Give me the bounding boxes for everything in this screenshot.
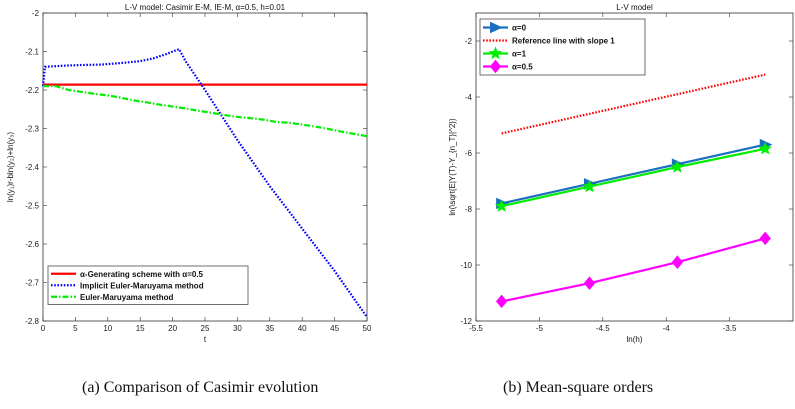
y-tick-label: -2 — [465, 37, 473, 46]
x-tick-label: -4.5 — [596, 324, 610, 333]
y-tick-label: -2.1 — [25, 48, 39, 57]
legend-marker — [490, 21, 503, 34]
x-tick-label: 40 — [298, 324, 307, 333]
legend-marker — [489, 59, 502, 74]
x-tick-label: 35 — [265, 324, 274, 333]
x-tick-label: 25 — [201, 324, 210, 333]
data-point-3 — [671, 255, 684, 269]
y-tick-label: -2.6 — [25, 240, 39, 249]
legend-marker — [488, 46, 503, 60]
x-tick-label: 30 — [233, 324, 242, 333]
data-point-2 — [582, 179, 597, 193]
data-point-3 — [583, 276, 596, 290]
data-point-3 — [495, 294, 508, 309]
y-tick-label: -4 — [465, 93, 473, 102]
x-tick-label: -5 — [536, 324, 544, 333]
y-tick-label: -2.7 — [25, 279, 39, 288]
y-axis-label: ln(y₁)r-bln(y₂)+ln(y₃) — [6, 132, 15, 203]
data-point-2 — [758, 141, 772, 155]
series-line-1 — [501, 73, 766, 135]
x-tick-label: -5.5 — [469, 324, 483, 333]
y-tick-label: -2 — [32, 9, 40, 18]
y-tick-label: -6 — [465, 149, 473, 158]
y-tick-label: -8 — [465, 205, 473, 214]
x-tick-label: 20 — [168, 324, 177, 333]
y-tick-label: -2.5 — [25, 202, 39, 211]
x-axis-label: t — [204, 335, 207, 344]
series-line-2 — [501, 147, 766, 208]
series-line-2 — [43, 85, 368, 138]
y-tick-label: -2.4 — [25, 163, 39, 172]
series-line-3 — [501, 237, 766, 303]
legend-entry: Implicit Euler-Maruyama method — [80, 281, 204, 290]
series-line-0 — [501, 143, 766, 205]
data-point-2 — [494, 199, 509, 212]
y-tick-label: -2.3 — [25, 125, 39, 134]
y-axis-label: ln(\sqrt{E|Y(T)-Y_{n_T}|^2}) — [448, 118, 457, 216]
casimir-chart: 0 5 10 15 20 25 30 35 40 45 50 -2 -2.1 -2.2 -2.3 -2.4 -2… — [6, 3, 372, 344]
legend-entry: α=1 — [512, 50, 527, 59]
legend — [47, 265, 249, 305]
x-tick-label: 10 — [103, 324, 112, 333]
x-tick-label: -4 — [663, 324, 671, 333]
x-tick-label: -3.5 — [723, 324, 737, 333]
x-tick-label: 45 — [330, 324, 339, 333]
chart-title: L-V model — [616, 3, 653, 12]
x-tick-label: 5 — [73, 324, 78, 333]
data-point-3 — [759, 231, 771, 246]
y-tick-label: -2.2 — [25, 86, 39, 95]
legend-entry: Euler-Maruyama method — [80, 293, 173, 302]
caption-right: (b) Mean-square orders — [503, 379, 653, 396]
caption-left: (a) Comparison of Casimir evolution — [82, 379, 318, 396]
legend-entry: α=0.5 — [512, 63, 533, 72]
x-tick-label: 15 — [136, 324, 145, 333]
x-tick-label: 50 — [363, 324, 372, 333]
legend-entry: Reference line with slope 1 — [512, 37, 615, 46]
data-point-2 — [670, 159, 685, 173]
y-tick-label: -10 — [460, 261, 472, 270]
mean-square-chart: -5.5 -5 -4.5 -4 -3.5 -2 -4 -6 -8 -10 -12 L-V model l… — [448, 3, 794, 344]
legend-entry: α=0 — [512, 24, 527, 33]
x-axis-label: ln(h) — [626, 335, 642, 344]
y-tick-label: -2.8 — [25, 317, 39, 326]
y-tick-label: -12 — [460, 317, 472, 326]
x-tick-label: 0 — [41, 324, 46, 333]
series-line-1 — [41, 47, 368, 318]
legend-entry: α-Generating scheme with α=0.5 — [80, 270, 204, 279]
chart-title: L-V model: Casimir E-M, IE-M, α=0.5, h=0… — [125, 3, 286, 12]
